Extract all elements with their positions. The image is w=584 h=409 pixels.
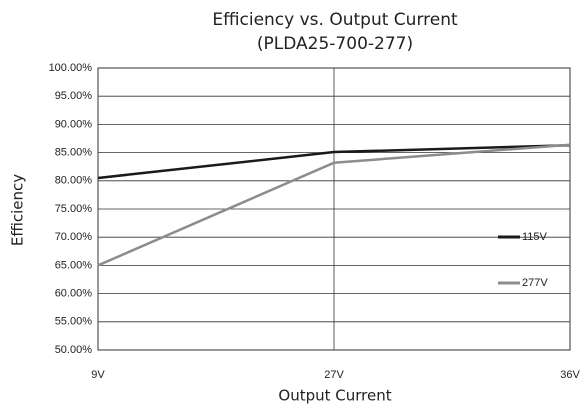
y-tick-label: 95.00% <box>55 90 93 102</box>
y-tick-label: 90.00% <box>55 118 93 130</box>
x-tick-label: 9V <box>91 369 105 381</box>
chart-title: Efficiency vs. Output Current <box>212 10 458 30</box>
y-tick-label: 50.00% <box>55 344 93 356</box>
y-tick-label: 65.00% <box>55 259 93 271</box>
legend-label: 115V <box>522 231 548 243</box>
x-axis-label: Output Current <box>278 387 391 405</box>
y-tick-label: 75.00% <box>55 203 93 215</box>
chart-subtitle: (PLDA25-700-277) <box>257 34 413 54</box>
y-tick-label: 100.00% <box>49 62 93 74</box>
y-tick-label: 80.00% <box>55 175 93 187</box>
chart: Efficiency vs. Output Current (PLDA25-70… <box>0 0 584 409</box>
y-tick-label: 85.00% <box>55 147 93 159</box>
y-axis-label: Efficiency <box>9 174 27 246</box>
y-tick-label: 55.00% <box>55 316 93 328</box>
y-tick-label: 60.00% <box>55 288 93 300</box>
y-tick-label: 70.00% <box>55 231 93 243</box>
legend-label: 277V <box>522 277 548 289</box>
x-tick-label: 27V <box>324 369 344 381</box>
x-tick-label: 36V <box>560 369 580 381</box>
